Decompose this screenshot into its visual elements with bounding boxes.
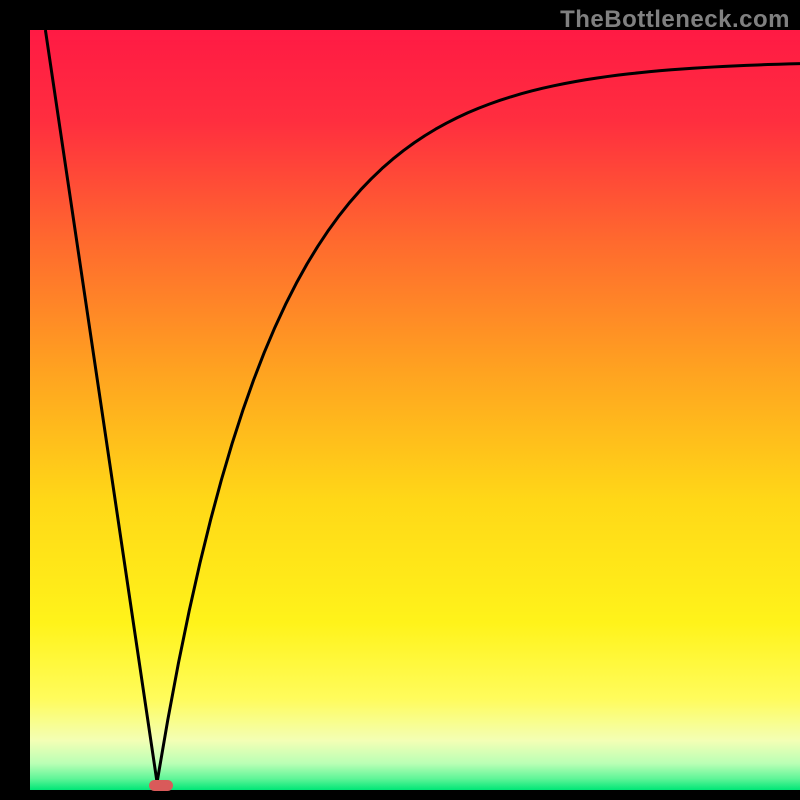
curve-path [45,30,800,782]
optimal-point-marker [149,780,174,791]
plot-area [30,30,800,790]
bottleneck-curve [30,30,800,790]
watermark-text: TheBottleneck.com [560,6,790,34]
